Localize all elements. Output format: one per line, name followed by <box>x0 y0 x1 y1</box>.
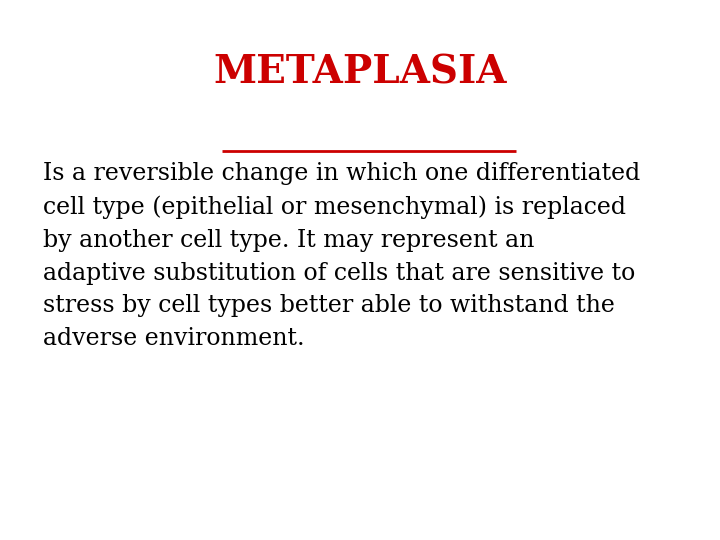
Text: METAPLASIA: METAPLASIA <box>213 54 507 92</box>
Text: Is a reversible change in which one differentiated
cell type (epithelial or mese: Is a reversible change in which one diff… <box>43 162 641 350</box>
